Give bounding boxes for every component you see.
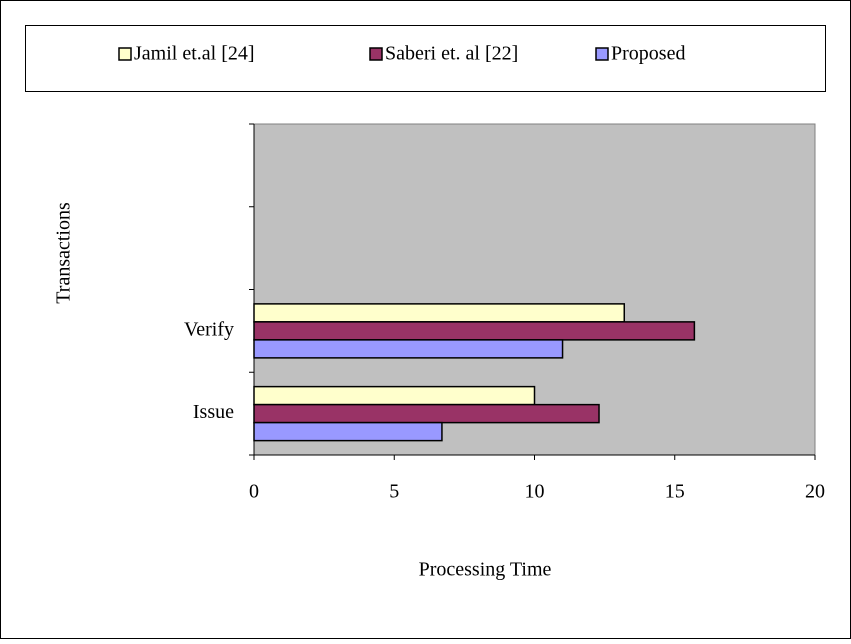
bar [253,321,696,341]
legend-box [25,25,826,92]
x-tick-label: 15 [665,481,685,503]
legend-label: Jamil et.al [24] [134,43,255,65]
y-tick-label: Verify [184,318,234,340]
legend-swatch [369,47,383,61]
legend-swatch [595,47,609,61]
x-tick-label: 5 [389,481,399,503]
bar [253,385,536,406]
bar [253,403,600,424]
legend-label: Proposed [611,43,685,65]
legend-swatch [118,47,132,61]
y-axis-title: Transactions [53,202,75,304]
x-tick-label: 10 [525,481,545,503]
bar [253,421,443,442]
bar [253,303,626,323]
y-tick-label: Issue [193,401,234,423]
x-tick-label: 20 [805,481,825,503]
legend-label: Saberi et. al [22] [385,43,518,65]
bar [253,339,564,359]
x-tick-label: 0 [249,481,259,503]
x-axis-title: Processing Time [419,559,552,581]
